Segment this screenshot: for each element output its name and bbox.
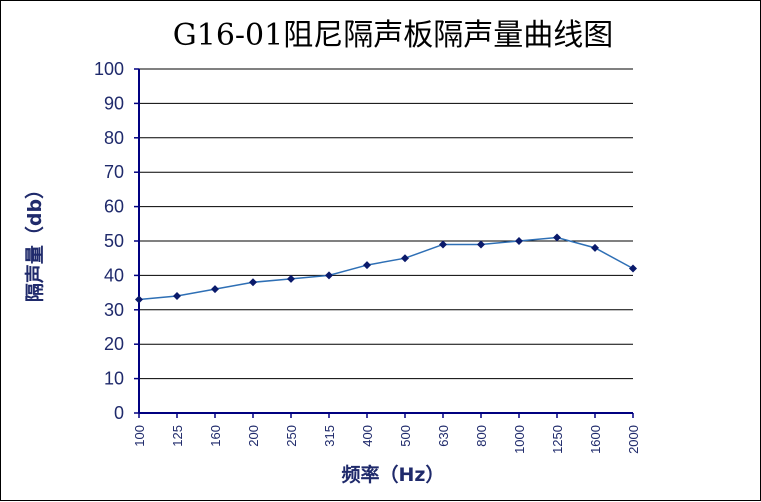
series-group [135, 233, 637, 304]
x-tick-label: 630 [436, 425, 451, 447]
axes [134, 68, 634, 418]
data-point [439, 240, 447, 249]
y-tick-label: 60 [104, 197, 124, 217]
y-tick-label: 100 [94, 59, 124, 79]
data-point [325, 271, 333, 280]
y-tick-label: 30 [104, 300, 124, 320]
x-tick-label: 400 [360, 425, 375, 447]
x-axis-label: 频率（Hz） [342, 463, 445, 486]
y-tick-label: 90 [104, 93, 124, 113]
y-tick-label: 40 [104, 265, 124, 285]
y-tick-label: 20 [104, 334, 124, 354]
x-tick-label: 160 [208, 425, 223, 447]
y-axis-label: 隔声量（db） [23, 180, 46, 302]
chart-title: G16-01阻尼隔声板隔声量曲线图 [173, 18, 613, 53]
x-tick-labels: 100 125 160 200 250 315 400 500 630 800 1000 1250 16… [132, 425, 641, 454]
data-point [401, 254, 409, 263]
x-tick-label: 1250 [550, 425, 565, 454]
x-tick-label: 125 [170, 425, 185, 447]
y-tick-label: 10 [104, 369, 124, 389]
data-point [629, 264, 637, 273]
data-point [363, 261, 371, 270]
x-tick-label: 250 [284, 425, 299, 447]
data-point [249, 278, 257, 287]
y-tick-label: 80 [104, 128, 124, 148]
x-tick-label: 315 [322, 425, 337, 447]
y-tick-label: 0 [114, 403, 124, 423]
x-tick-label: 800 [474, 425, 489, 447]
data-point [591, 243, 599, 252]
x-tick-label: 1000 [512, 425, 527, 454]
y-tick-label: 50 [104, 231, 124, 251]
y-tick-labels: 0 10 20 30 40 50 60 70 80 90 100 [94, 59, 124, 423]
data-point [211, 285, 219, 294]
x-tick-label: 500 [398, 425, 413, 447]
x-tick-label: 1600 [588, 425, 603, 454]
data-point [173, 292, 181, 301]
x-tick-label: 200 [246, 425, 261, 447]
data-point [287, 274, 295, 283]
y-tick-label: 70 [104, 162, 124, 182]
data-point [477, 240, 485, 249]
data-point [515, 237, 523, 245]
data-point [135, 295, 143, 304]
x-tick-label: 2000 [626, 425, 641, 454]
series-line [138, 236, 634, 301]
gridlines [139, 68, 633, 380]
x-tick-label: 100 [132, 425, 147, 447]
data-point [553, 233, 561, 242]
